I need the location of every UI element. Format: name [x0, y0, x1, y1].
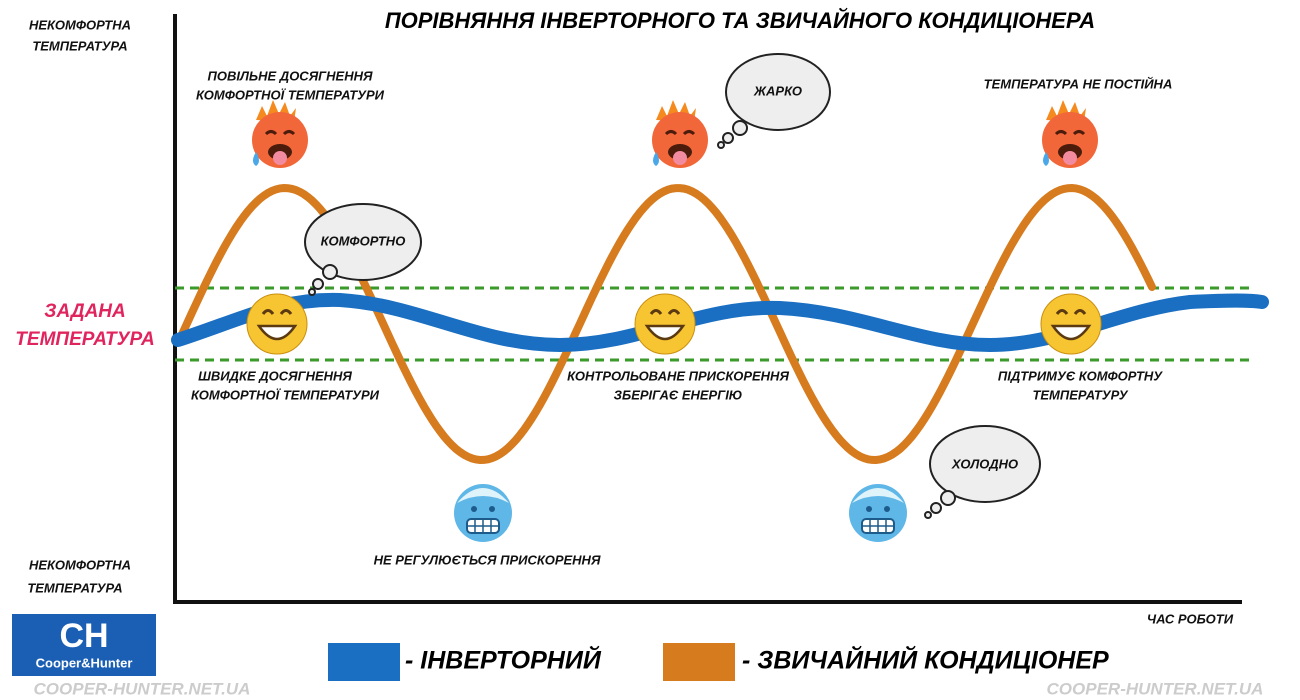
legend-swatch: [663, 643, 735, 681]
cloud-text: ЖАРКО: [753, 83, 802, 98]
cloud-text: ХОЛОДНО: [951, 456, 1018, 471]
axis-label: НЕКОМФОРТНА: [29, 17, 131, 32]
legend-swatch: [328, 643, 400, 681]
legend-label: - ЗВИЧАЙНИЙ КОНДИЦІОНЕР: [742, 645, 1109, 675]
axis-label: НЕКОМФОРТНА: [29, 557, 131, 572]
axis-label: ТЕМПЕРАТУРА: [32, 38, 127, 53]
annotation: ЗБЕРІГАЄ ЕНЕРГІЮ: [614, 387, 743, 402]
annotation: ТЕМПЕРАТУРУ: [1032, 387, 1128, 402]
legend-label: - ІНВЕРТОРНИЙ: [405, 645, 602, 675]
set-label: ТЕМПЕРАТУРА: [15, 329, 154, 350]
axis-label: ТЕМПЕРАТУРА: [27, 580, 122, 595]
set-label: ЗАДАНА: [44, 301, 126, 322]
logo-mark: CH: [59, 617, 108, 655]
annotation: ПОВІЛЬНЕ ДОСЯГНЕННЯ: [208, 68, 373, 83]
inverter-curve: [171, 292, 1269, 353]
annotation: КОМФОРТНОЇ ТЕМПЕРАТУРИ: [196, 87, 385, 102]
cloud-text: КОМФОРТНО: [321, 233, 406, 248]
annotation: ПІДТРИМУЄ КОМФОРТНУ: [998, 368, 1163, 383]
watermark: COOPER-HUNTER.NET.UA: [34, 679, 251, 698]
logo-name: Cooper&Hunter: [36, 655, 133, 670]
cloud: [304, 53, 1041, 519]
annotation: ШВИДКЕ ДОСЯГНЕННЯ: [198, 368, 352, 383]
annotation: ТЕМПЕРАТУРА НЕ ПОСТІЙНА: [984, 75, 1173, 91]
annotation: НЕ РЕГУЛЮЄТЬСЯ ПРИСКОРЕННЯ: [374, 552, 601, 567]
x-label: ЧАС РОБОТИ: [1147, 611, 1234, 626]
logo: [12, 614, 156, 676]
watermark: COOPER-HUNTER.NET.UA: [1047, 679, 1264, 698]
annotation: КОНТРОЛЬОВАНЕ ПРИСКОРЕННЯ: [567, 368, 789, 383]
title: ПОРІВНЯННЯ ІНВЕРТОРНОГО ТА ЗВИЧАЙНОГО КО…: [385, 7, 1095, 33]
annotation: КОМФОРТНОЇ ТЕМПЕРАТУРИ: [191, 387, 380, 402]
